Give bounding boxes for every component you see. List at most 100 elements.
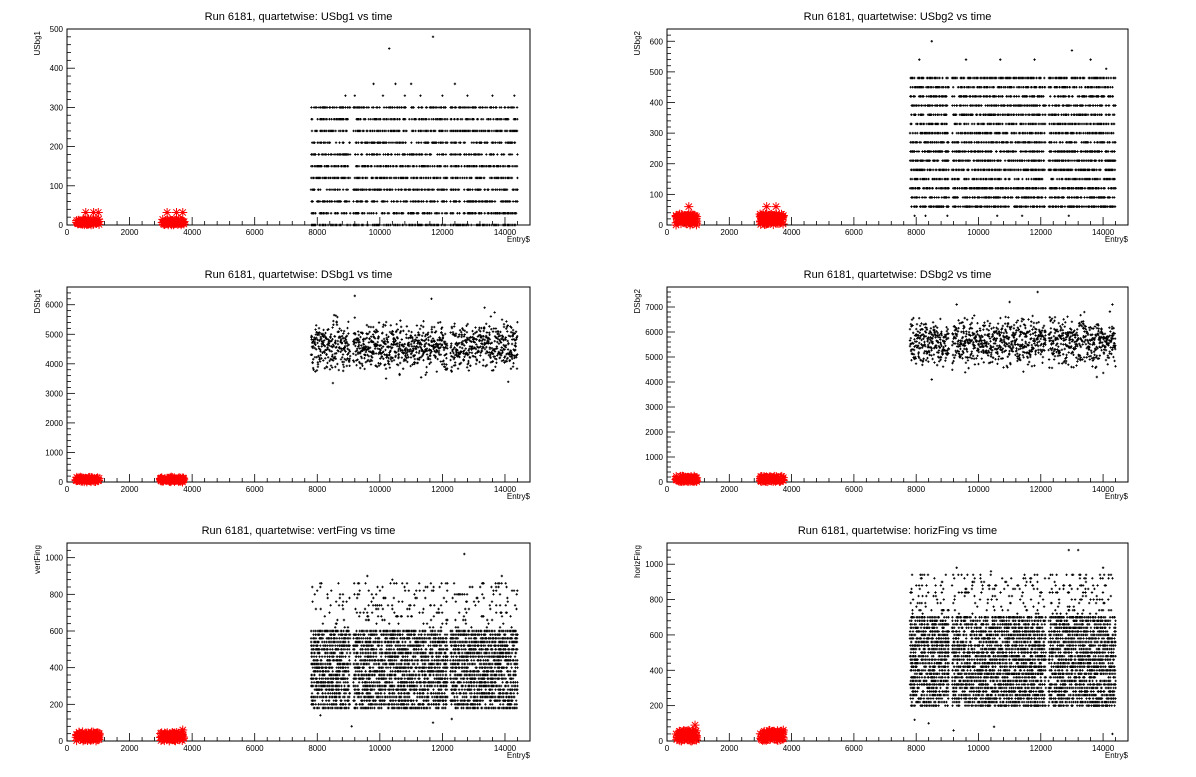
y-tick-label: 600 bbox=[650, 37, 664, 46]
x-tick-label: 0 bbox=[665, 485, 670, 494]
y-tick-label: 1000 bbox=[45, 554, 63, 563]
y-tick-label: 400 bbox=[650, 666, 664, 675]
chart-panel-2: Run 6181, quartetwise: USbg2 vs time USbg… bbox=[633, 11, 1129, 244]
y-tick-label: 5000 bbox=[645, 353, 663, 362]
black-dot-markers bbox=[908, 548, 1117, 736]
chart-title: Run 6181, quartetwise: DSbg1 vs time bbox=[205, 269, 393, 281]
y-tick-label: 300 bbox=[650, 129, 664, 138]
y-axis-label: vertFing bbox=[33, 545, 42, 574]
x-tick-label: 14000 bbox=[1092, 228, 1115, 237]
x-axis-label: Entry$ bbox=[1105, 492, 1129, 501]
y-tick-label: 7000 bbox=[645, 303, 663, 312]
x-axis-label: Entry$ bbox=[1105, 751, 1129, 760]
y-axis-label: horizFing bbox=[633, 545, 642, 578]
x-tick-label: 12000 bbox=[1030, 228, 1053, 237]
x-tick-label: 12000 bbox=[431, 485, 454, 494]
y-tick-label: 1000 bbox=[645, 453, 663, 462]
y-axis-label: USbg2 bbox=[633, 30, 642, 55]
y-tick-label: 3000 bbox=[645, 403, 663, 412]
y-tick-label: 300 bbox=[50, 103, 64, 112]
y-axis-label: DSbg2 bbox=[633, 288, 642, 313]
y-tick-label: 4000 bbox=[645, 378, 663, 387]
y-tick-label: 400 bbox=[650, 99, 664, 108]
y-tick-label: 500 bbox=[650, 68, 664, 77]
red-star-markers bbox=[671, 720, 788, 746]
y-tick-label: 200 bbox=[650, 702, 664, 711]
series-red-star bbox=[671, 471, 788, 487]
x-tick-label: 10000 bbox=[369, 485, 392, 494]
y-tick-label: 0 bbox=[59, 221, 64, 230]
x-tick-label: 12000 bbox=[1030, 485, 1053, 494]
black-dot-markers bbox=[309, 35, 519, 227]
series-red-star bbox=[71, 725, 189, 746]
x-tick-label: 2000 bbox=[121, 485, 139, 494]
y-tick-label: 400 bbox=[50, 64, 64, 73]
x-tick-label: 8000 bbox=[907, 228, 925, 237]
chart-panel-6: Run 6181, quartetwise: horizFing vs time… bbox=[633, 525, 1129, 760]
y-tick-label: 400 bbox=[50, 664, 64, 673]
x-tick-label: 10000 bbox=[967, 228, 990, 237]
x-tick-label: 4000 bbox=[183, 485, 201, 494]
red-star-markers bbox=[72, 207, 189, 230]
x-tick-label: 8000 bbox=[308, 228, 326, 237]
y-tick-label: 3000 bbox=[45, 389, 63, 398]
y-tick-label: 600 bbox=[650, 631, 664, 640]
x-tick-label: 12000 bbox=[431, 744, 454, 753]
x-tick-label: 4000 bbox=[183, 744, 201, 753]
x-tick-label: 2000 bbox=[121, 744, 139, 753]
y-tick-label: 1000 bbox=[45, 448, 63, 457]
x-tick-label: 2000 bbox=[121, 228, 139, 237]
x-tick-label: 14000 bbox=[1092, 744, 1115, 753]
x-tick-label: 10000 bbox=[967, 744, 990, 753]
x-tick-label: 2000 bbox=[720, 744, 738, 753]
chart-panel-1: Run 6181, quartetwise: USbg1 vs time USbg… bbox=[33, 11, 531, 244]
x-tick-label: 6000 bbox=[845, 744, 863, 753]
chart-title: Run 6181, quartetwise: USbg2 vs time bbox=[804, 11, 992, 23]
x-tick-label: 10000 bbox=[369, 744, 392, 753]
black-dot-markers bbox=[309, 294, 519, 385]
plot-frame bbox=[66, 286, 531, 483]
y-tick-label: 1000 bbox=[645, 560, 663, 569]
y-tick-label: 4000 bbox=[45, 360, 63, 369]
x-tick-label: 4000 bbox=[783, 744, 801, 753]
y-axis-label: USbg1 bbox=[33, 30, 42, 55]
y-tick-label: 0 bbox=[659, 221, 664, 230]
x-tick-label: 0 bbox=[65, 485, 70, 494]
series-black-dot bbox=[309, 35, 519, 227]
chart-panel-5: Run 6181, quartetwise: vertFing vs time v… bbox=[33, 525, 531, 760]
x-tick-label: 2000 bbox=[720, 228, 738, 237]
x-tick-label: 6000 bbox=[246, 228, 264, 237]
chart-title: Run 6181, quartetwise: horizFing vs time bbox=[798, 525, 997, 537]
x-tick-label: 4000 bbox=[783, 485, 801, 494]
x-tick-label: 14000 bbox=[494, 485, 517, 494]
x-axis-label: Entry$ bbox=[1105, 235, 1129, 244]
series-black-dot bbox=[309, 294, 519, 385]
x-tick-label: 8000 bbox=[907, 744, 925, 753]
y-tick-label: 500 bbox=[50, 25, 64, 34]
y-tick-label: 2000 bbox=[645, 428, 663, 437]
x-axis-label: Entry$ bbox=[507, 492, 531, 501]
y-tick-label: 0 bbox=[59, 737, 64, 746]
x-tick-label: 14000 bbox=[1092, 485, 1115, 494]
x-tick-label: 8000 bbox=[308, 744, 326, 753]
y-tick-label: 0 bbox=[659, 737, 664, 746]
y-tick-label: 800 bbox=[50, 590, 64, 599]
chart-title: Run 6181, quartetwise: vertFing vs time bbox=[202, 525, 396, 537]
red-star-markers bbox=[71, 725, 189, 746]
x-tick-label: 0 bbox=[65, 228, 70, 237]
x-tick-label: 10000 bbox=[967, 485, 990, 494]
x-tick-label: 0 bbox=[665, 228, 670, 237]
red-star-markers bbox=[71, 472, 189, 487]
y-tick-label: 5000 bbox=[45, 330, 63, 339]
plot-frame bbox=[66, 542, 531, 742]
x-tick-label: 14000 bbox=[494, 744, 517, 753]
black-dot-markers bbox=[908, 290, 1117, 381]
plot-frame bbox=[66, 28, 531, 226]
plot-frame bbox=[666, 28, 1129, 226]
x-tick-label: 6000 bbox=[845, 485, 863, 494]
series-red-star bbox=[671, 720, 788, 746]
y-axis-label: DSbg1 bbox=[33, 288, 42, 313]
y-tick-label: 200 bbox=[50, 143, 64, 152]
series-red-star bbox=[72, 207, 189, 230]
